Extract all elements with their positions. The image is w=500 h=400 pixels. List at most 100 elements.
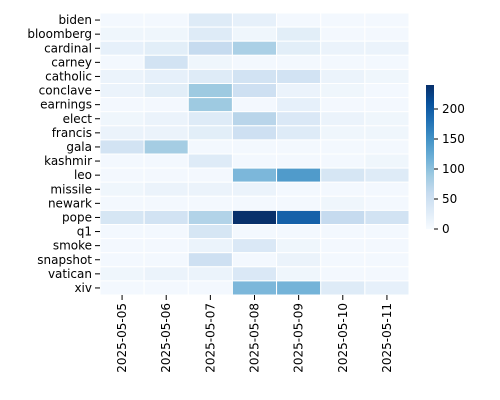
y-tick-label-gala: gala (66, 140, 92, 154)
y-tick-label-snapshot: snapshot (37, 253, 92, 267)
heatmap-cell-xiv-2025-05-08 (231, 280, 278, 296)
y-tick-label-missile: missile (50, 182, 92, 196)
heatmap-cell-smoke-2025-05-11 (364, 238, 410, 254)
heatmap-cell-smoke-2025-05-10 (320, 238, 366, 254)
heatmap-cell-earnings-2025-05-06 (143, 97, 189, 113)
x-tick-label-2025-05-08: 2025-05-08 (248, 303, 262, 373)
heatmap-cell-francis-2025-05-11 (364, 125, 410, 141)
heatmap-cell-francis-2025-05-08 (231, 125, 278, 141)
heatmap-cell-cardinal-2025-05-09 (276, 40, 322, 56)
heatmap-cell-gala-2025-05-09 (276, 139, 322, 155)
heatmap-cell-pope-2025-05-08 (231, 209, 278, 225)
heatmap-cell-bloomberg-2025-05-09 (276, 26, 322, 42)
y-tick-label-bloomberg: bloomberg (27, 27, 92, 41)
heatmap-cell-newark-2025-05-10 (320, 195, 366, 211)
colorbar-tick-label-200: 200 (442, 102, 465, 116)
heatmap-cell-smoke-2025-05-09 (276, 238, 322, 254)
heatmap-cell-smoke-2025-05-08 (231, 238, 278, 254)
heatmap-cell-gala-2025-05-07 (187, 139, 233, 155)
y-tick-label-pope: pope (62, 210, 92, 224)
heatmap-cell-snapshot-2025-05-07 (187, 252, 233, 268)
heatmap-cell-smoke-2025-05-06 (143, 238, 189, 254)
heatmap-cell-q1-2025-05-09 (276, 224, 322, 240)
heatmap-cell-snapshot-2025-05-05 (99, 252, 145, 268)
x-tick-labels: 2025-05-05 2025-05-06 2025-05-07 2025-05-08… (115, 295, 394, 373)
x-tick-label-2025-05-06: 2025-05-06 (159, 303, 173, 373)
heatmap-cell-conclave-2025-05-08 (231, 83, 278, 99)
heatmap-cell-carney-2025-05-07 (187, 54, 233, 70)
heatmap-cell-gala-2025-05-05 (99, 139, 145, 155)
heatmap-cell-newark-2025-05-05 (99, 195, 145, 211)
heatmap-cell-biden-2025-05-05 (99, 12, 145, 28)
heatmap-cell-smoke-2025-05-05 (99, 238, 145, 254)
heatmap-cell-leo-2025-05-08 (231, 167, 278, 183)
heatmap-cell-q1-2025-05-05 (99, 224, 145, 240)
heatmap-cell-xiv-2025-05-09 (276, 280, 322, 296)
heatmap-cell-bloomberg-2025-05-11 (364, 26, 410, 42)
x-tick-label-2025-05-07: 2025-05-07 (203, 303, 217, 373)
heatmap-cell-catholic-2025-05-08 (231, 68, 278, 85)
heatmap-cell-cardinal-2025-05-08 (231, 40, 278, 56)
heatmap-cell-bloomberg-2025-05-08 (231, 26, 278, 42)
heatmap-cell-snapshot-2025-05-08 (231, 252, 278, 268)
heatmap-cell-bloomberg-2025-05-07 (187, 26, 233, 42)
heatmap-cell-kashmir-2025-05-05 (99, 153, 145, 169)
colorbar-tick-label-150: 150 (442, 132, 465, 146)
heatmap-cell-conclave-2025-05-09 (276, 83, 322, 99)
heatmap-cell-gala-2025-05-06 (143, 139, 189, 155)
heatmap-cell-conclave-2025-05-05 (99, 83, 145, 99)
x-tick-label-2025-05-05: 2025-05-05 (115, 303, 129, 373)
colorbar-tick-label-0: 0 (442, 222, 450, 236)
heatmap-cell-leo-2025-05-05 (99, 167, 145, 183)
heatmap-cell-biden-2025-05-10 (320, 12, 366, 28)
heatmap-cell-newark-2025-05-09 (276, 195, 322, 211)
heatmap-cell-conclave-2025-05-06 (143, 83, 189, 99)
y-tick-label-smoke: smoke (53, 239, 92, 253)
y-tick-label-earnings: earnings (40, 98, 92, 112)
heatmap-cell-pope-2025-05-05 (99, 209, 145, 225)
heatmap-cell-pope-2025-05-09 (276, 209, 322, 225)
heatmap-cell-biden-2025-05-09 (276, 12, 322, 28)
heatmap-cell-newark-2025-05-08 (231, 195, 278, 211)
heatmap-cell-snapshot-2025-05-10 (320, 252, 366, 268)
y-tick-label-xiv: xiv (74, 281, 92, 295)
heatmap-cell-earnings-2025-05-09 (276, 97, 322, 113)
y-tick-label-q1: q1 (77, 225, 92, 239)
y-tick-label-biden: biden (58, 13, 92, 27)
y-tick-label-elect: elect (63, 112, 93, 126)
y-tick-label-catholic: catholic (45, 69, 92, 83)
colorbar: 0 50 100 150 200 (426, 85, 465, 236)
heatmap-cell-cardinal-2025-05-11 (364, 40, 410, 56)
heatmap-cell-missile-2025-05-08 (231, 181, 278, 197)
heatmap-cell-carney-2025-05-06 (143, 54, 189, 70)
heatmap-cell-biden-2025-05-08 (231, 12, 278, 28)
heatmap-cell-kashmir-2025-05-09 (276, 153, 322, 169)
heatmap-cell-elect-2025-05-09 (276, 111, 322, 127)
heatmap-cell-earnings-2025-05-05 (99, 97, 145, 113)
heatmap-cell-elect-2025-05-06 (143, 111, 189, 127)
heatmap-cell-missile-2025-05-05 (99, 181, 145, 197)
heatmap-cell-missile-2025-05-11 (364, 181, 410, 197)
heatmap-cell-carney-2025-05-08 (231, 54, 278, 70)
heatmap-cell-pope-2025-05-07 (187, 209, 233, 225)
heatmap-cell-catholic-2025-05-10 (320, 68, 366, 85)
heatmap-cell-snapshot-2025-05-11 (364, 252, 410, 268)
y-tick-label-vatican: vatican (48, 267, 92, 281)
y-tick-labels: bidenbloombergcardinalcarneycatholicconc… (27, 13, 100, 295)
heatmap-cell-catholic-2025-05-07 (187, 68, 233, 85)
heatmap-cell-francis-2025-05-09 (276, 125, 322, 141)
heatmap-cell-vatican-2025-05-07 (187, 266, 233, 282)
heatmap-cell-vatican-2025-05-09 (276, 266, 322, 282)
y-tick-label-newark: newark (48, 196, 92, 210)
heatmap-cell-leo-2025-05-07 (187, 167, 233, 183)
heatmap-cell-missile-2025-05-06 (143, 181, 189, 197)
heatmap-cell-xiv-2025-05-11 (364, 280, 410, 296)
heatmap-cell-xiv-2025-05-05 (99, 280, 145, 296)
heatmap-cell-leo-2025-05-10 (320, 167, 366, 183)
y-tick-label-kashmir: kashmir (44, 154, 92, 168)
heatmap-cell-snapshot-2025-05-06 (143, 252, 189, 268)
heatmap-cell-earnings-2025-05-11 (364, 97, 410, 113)
heatmap-cell-bloomberg-2025-05-10 (320, 26, 366, 42)
heatmap-cell-missile-2025-05-09 (276, 181, 322, 197)
x-tick-label-2025-05-10: 2025-05-10 (336, 303, 350, 373)
